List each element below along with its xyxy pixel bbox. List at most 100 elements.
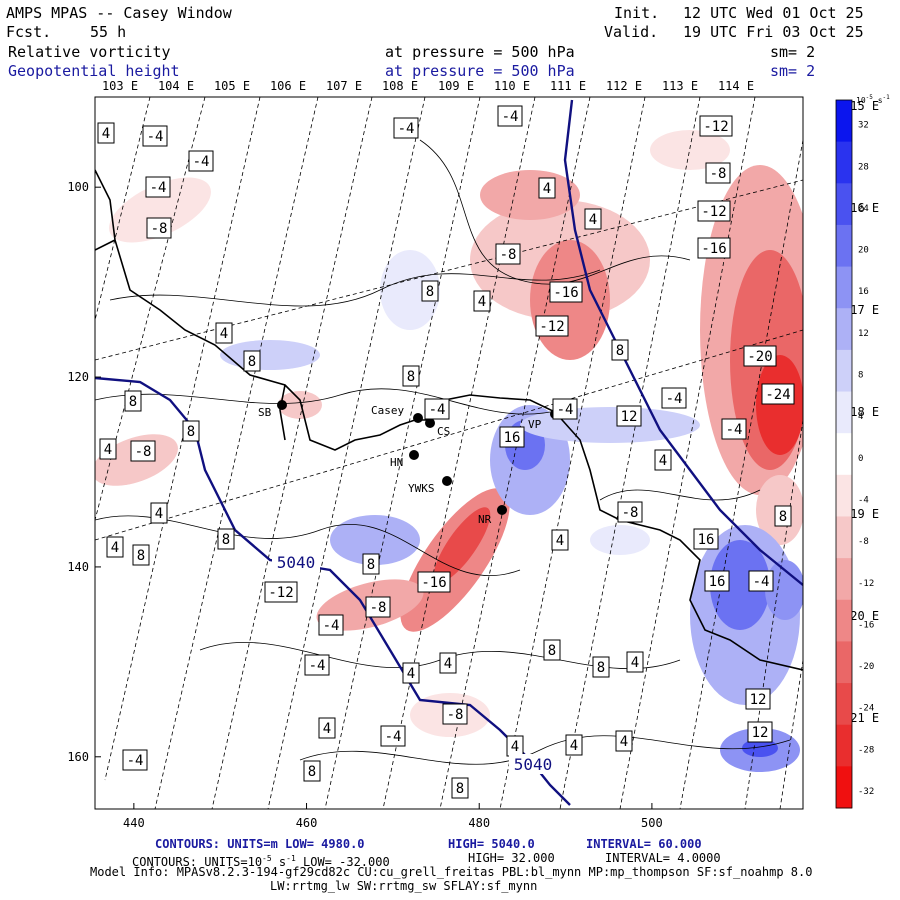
footer-vort-high: HIGH= 32.000 (468, 851, 555, 865)
vort-contour-label-box (318, 717, 336, 739)
vort-contour-label-box (499, 426, 525, 448)
vort-contour-label-box (365, 596, 391, 618)
vort-contour-label: 4 (478, 294, 486, 310)
vort-contour-label-box (451, 777, 469, 799)
colorbar-unit-s: s (873, 96, 883, 105)
graticule-line (95, 97, 151, 321)
vort-contour-label-box (99, 438, 117, 460)
neg-blob-nw (109, 177, 211, 243)
colorbar-tick-label: 20 (858, 246, 869, 256)
colorbar-tick-label: 4 (858, 412, 863, 422)
vort-contour-label: 8 (548, 643, 556, 659)
top-longitude-labels: 103 E 104 E 105 E 106 E 107 E 108 E 109 E 110 E… (102, 79, 754, 93)
y-axis-ticks: 100 120 140 160 (67, 180, 101, 764)
x-tick-label: 480 (468, 816, 490, 830)
station-dot-sb (277, 400, 287, 410)
graticule-line (679, 139, 803, 809)
vort-contour-label: 16 (709, 574, 726, 590)
colorbar-swatch (836, 599, 852, 642)
vort-contour-label: -8 (135, 444, 152, 460)
vort-contour-label: -16 (701, 241, 726, 257)
vort-contour-label: 8 (779, 509, 787, 525)
vort-contour-label: -4 (753, 574, 770, 590)
vort-contour-label: 8 (187, 424, 195, 440)
vort-contour-label-box (142, 125, 168, 147)
station-label-cs: CS (437, 425, 450, 438)
vort-contour-label: -4 (502, 109, 519, 125)
vort-contour-label: 8 (426, 284, 434, 300)
vort-contour-label-box (122, 749, 148, 771)
vort-contour-label-box (264, 581, 298, 603)
y-tick-label: 100 (67, 180, 89, 194)
vort-contour-label: 4 (444, 656, 452, 672)
neg-blob-east-ridge-max (756, 355, 803, 455)
graticule-line (559, 97, 701, 809)
vort-contour-label: 8 (137, 548, 145, 564)
vort-contour-label-box (97, 122, 115, 144)
vort-contour-label-box (303, 760, 321, 782)
chart-title: AMPS MPAS -- Casey Window (6, 4, 232, 22)
colorbar-tick-label: -8 (858, 537, 869, 547)
x-tick-label: 500 (641, 816, 663, 830)
vort-contour-label-box (146, 217, 172, 239)
vort-contour-label-box (748, 570, 774, 592)
vort-contour-label: 4 (323, 721, 331, 737)
vort-contour (109, 269, 601, 307)
vort-contour-label: -4 (726, 422, 743, 438)
vort-contour-label: 8 (407, 369, 415, 385)
vort-contour-label-box (654, 449, 672, 471)
forecast-label: Fcst. (6, 23, 52, 41)
vort-contour-label-box (611, 339, 629, 361)
footer-vort-low: LOW= -32.000 (295, 855, 390, 869)
y-tick-label: 140 (67, 560, 89, 574)
top-lon-label: 112 E (606, 79, 642, 93)
vort-contour-label: 8 (616, 343, 624, 359)
colorbar-swatch (836, 558, 852, 601)
vort-contour-label: 8 (597, 660, 605, 676)
neg-blob-casey (278, 391, 322, 419)
top-lon-label: 114 E (718, 79, 754, 93)
x-tick-label: 440 (123, 816, 145, 830)
vort-contour-label-box (704, 570, 730, 592)
vort-contour-label: -4 (398, 121, 415, 137)
footer-vort-exp: -5 (262, 854, 272, 863)
colorbar-tick-label: -28 (858, 745, 874, 755)
pos-blob-mid (590, 525, 650, 555)
valid-label: Valid. (604, 23, 659, 41)
colorbar-swatch (836, 724, 852, 767)
vort-contour-label-box (106, 536, 124, 558)
colorbar-tick-label: 24 (858, 204, 869, 214)
station-label-casey: Casey (371, 404, 404, 417)
vort-contour-label: 4 (155, 506, 163, 522)
vorticity-contour-labels: 4 -4 -4 -4 -8 -4 -4 -12 4 -8 4 -8 -12 -16 -16 8 4 -12 4 -20… (97, 105, 795, 799)
vort-contour-label: -12 (703, 119, 728, 135)
vort-contour-label-box (721, 418, 747, 440)
vort-contour-label-box (417, 571, 451, 593)
vort-contour-label: 4 (104, 442, 112, 458)
station-dot-nr (497, 505, 507, 515)
vort-contour-label: -8 (370, 600, 387, 616)
vort-contour-label: 4 (543, 181, 551, 197)
vort-contour-label-box (497, 105, 523, 127)
top-lon-label: 113 E (662, 79, 698, 93)
vort-contour-label: -4 (150, 180, 167, 196)
colorbar-tick-label: -24 (858, 704, 874, 714)
vort-contour-label-box (615, 730, 633, 752)
vort-contour-label: -16 (421, 575, 446, 591)
graticule-line (324, 97, 481, 809)
vort-contour-label-box (747, 721, 773, 743)
vort-contour (419, 139, 691, 285)
vort-contour-label: -20 (747, 349, 772, 365)
colorbar-swatch (836, 224, 852, 268)
x-tick-label: 460 (296, 816, 318, 830)
vort-contour-label: -24 (765, 387, 790, 403)
vort-contour (95, 388, 561, 415)
height-contour-label-bg (509, 754, 557, 774)
vort-contour-label: 12 (752, 725, 769, 741)
vort-contour-label-box (697, 237, 731, 259)
graticule-line (619, 97, 756, 809)
colorbar-swatch (836, 141, 852, 184)
height-contour-label-bg (272, 552, 320, 572)
vort-contour-label: 12 (621, 409, 638, 425)
